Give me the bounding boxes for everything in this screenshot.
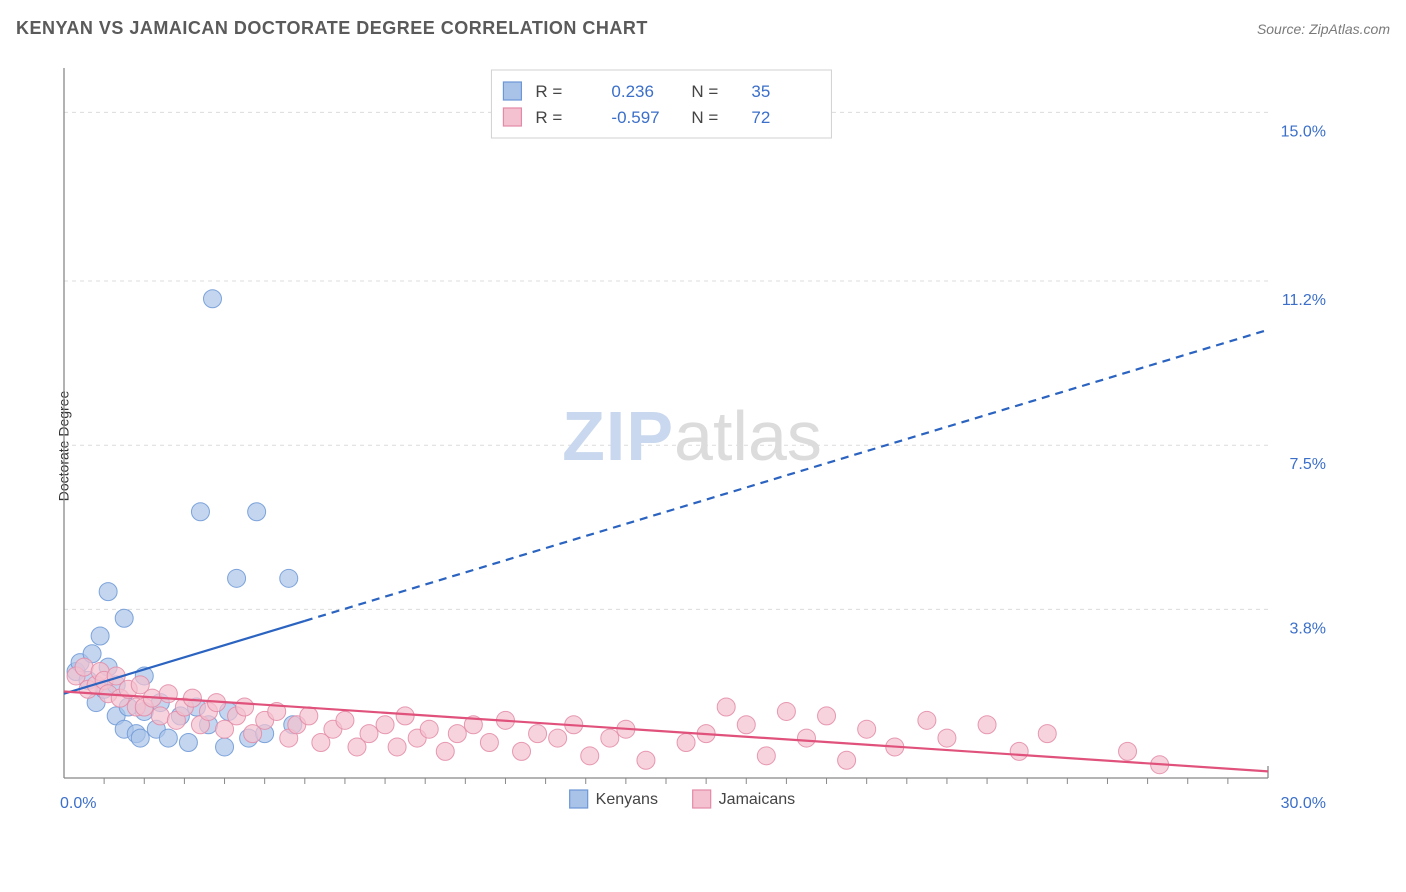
scatter-point bbox=[436, 742, 454, 760]
legend-box bbox=[491, 70, 831, 138]
scatter-point bbox=[75, 658, 93, 676]
y-tick-label: 11.2% bbox=[1282, 292, 1326, 309]
series-label: Jamaicans bbox=[719, 791, 795, 808]
chart-area: 3.8% 7.5% 11.2% 15.0% 0.0% 30.0% R = 0.236 N = 35… bbox=[52, 60, 1332, 820]
scatter-point bbox=[978, 716, 996, 734]
scatter-point bbox=[757, 747, 775, 765]
scatter-point bbox=[1119, 742, 1137, 760]
scatter-point bbox=[179, 734, 197, 752]
scatter-point bbox=[376, 716, 394, 734]
legend-r-label: R = bbox=[535, 108, 562, 127]
scatter-point bbox=[151, 707, 169, 725]
series-swatch bbox=[693, 790, 711, 808]
scatter-point bbox=[601, 729, 619, 747]
scatter-point bbox=[336, 711, 354, 729]
legend-n-value: 72 bbox=[751, 108, 770, 127]
scatter-point bbox=[818, 707, 836, 725]
scatter-point bbox=[396, 707, 414, 725]
scatter-point bbox=[1038, 725, 1056, 743]
scatter-point bbox=[99, 583, 117, 601]
scatter-point bbox=[280, 569, 298, 587]
y-tick-label: 3.8% bbox=[1290, 620, 1326, 637]
y-tick-label: 7.5% bbox=[1290, 456, 1326, 473]
scatter-point bbox=[581, 747, 599, 765]
scatter-point bbox=[300, 707, 318, 725]
scatter-chart: 3.8% 7.5% 11.2% 15.0% 0.0% 30.0% R = 0.236 N = 35… bbox=[52, 60, 1332, 820]
scatter-point bbox=[420, 720, 438, 738]
series-swatch bbox=[570, 790, 588, 808]
scatter-point bbox=[918, 711, 936, 729]
scatter-point bbox=[159, 729, 177, 747]
scatter-point bbox=[797, 729, 815, 747]
legend-swatch bbox=[503, 108, 521, 126]
scatter-point bbox=[115, 609, 133, 627]
y-tick-label: 15.0% bbox=[1281, 123, 1326, 140]
scatter-point bbox=[737, 716, 755, 734]
scatter-point bbox=[938, 729, 956, 747]
scatter-point bbox=[360, 725, 378, 743]
chart-title: KENYAN VS JAMAICAN DOCTORATE DEGREE CORR… bbox=[16, 18, 648, 39]
scatter-point bbox=[777, 702, 795, 720]
scatter-point bbox=[236, 698, 254, 716]
series-label: Kenyans bbox=[596, 791, 658, 808]
scatter-point bbox=[131, 729, 149, 747]
legend-n-value: 35 bbox=[751, 82, 770, 101]
scatter-point bbox=[159, 685, 177, 703]
scatter-point bbox=[228, 569, 246, 587]
scatter-point bbox=[91, 627, 109, 645]
scatter-point bbox=[838, 751, 856, 769]
legend-n-label: N = bbox=[691, 82, 718, 101]
scatter-point bbox=[480, 734, 498, 752]
scatter-point bbox=[513, 742, 531, 760]
scatter-point bbox=[203, 290, 221, 308]
legend-r-label: R = bbox=[535, 82, 562, 101]
x-min-label: 0.0% bbox=[60, 795, 96, 812]
trend-line-dashed bbox=[305, 330, 1268, 621]
scatter-point bbox=[637, 751, 655, 769]
legend-swatch bbox=[503, 82, 521, 100]
source-label: Source: ZipAtlas.com bbox=[1257, 21, 1390, 37]
scatter-point bbox=[1010, 742, 1028, 760]
scatter-point bbox=[248, 503, 266, 521]
scatter-point bbox=[448, 725, 466, 743]
scatter-point bbox=[191, 503, 209, 521]
scatter-point bbox=[529, 725, 547, 743]
legend-r-value: 0.236 bbox=[611, 82, 654, 101]
scatter-point bbox=[216, 738, 234, 756]
scatter-point bbox=[858, 720, 876, 738]
scatter-point bbox=[717, 698, 735, 716]
legend-n-label: N = bbox=[691, 108, 718, 127]
x-max-label: 30.0% bbox=[1281, 795, 1326, 812]
scatter-point bbox=[183, 689, 201, 707]
scatter-point bbox=[549, 729, 567, 747]
title-bar: KENYAN VS JAMAICAN DOCTORATE DEGREE CORR… bbox=[16, 18, 1390, 39]
scatter-point bbox=[677, 734, 695, 752]
scatter-point bbox=[388, 738, 406, 756]
legend-r-value: -0.597 bbox=[611, 108, 659, 127]
